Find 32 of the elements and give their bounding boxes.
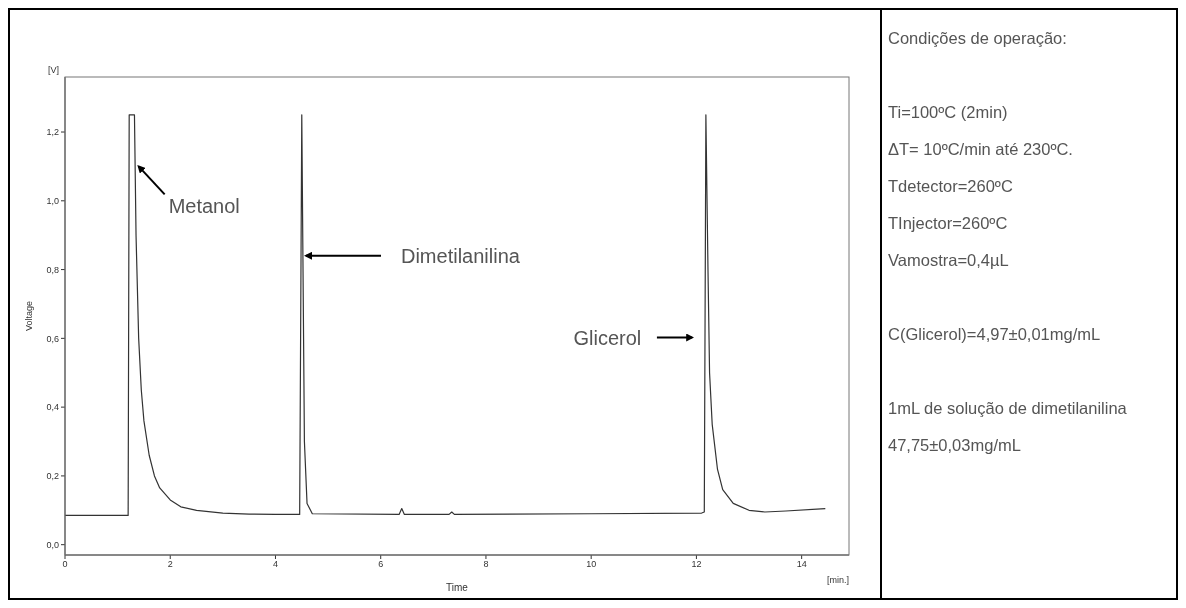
text: [V]: [47, 65, 59, 75]
y-tick-label: 1,2: [46, 127, 59, 138]
x-tick-label: 6: [378, 559, 384, 570]
x-tick-label: 14: [796, 559, 807, 570]
x-tick-label: 0: [62, 559, 68, 570]
text: ΔT= 10ºC/min até 230ºC.: [888, 139, 1074, 160]
y-tick-label: 0,2: [46, 471, 59, 482]
x-tick-label: 8: [483, 559, 489, 570]
text: Tdetector=260ºC: [888, 176, 1014, 197]
annotation: Glicerol: [573, 326, 642, 349]
text: 1mL de solução de dimetilanilina: [888, 398, 1128, 419]
y-tick-label: 0,8: [46, 264, 59, 275]
y-tick-label: 0,4: [46, 402, 59, 413]
x-tick-label: 10: [586, 559, 597, 570]
text: Vamostra=0,4µL: [888, 250, 1010, 271]
y-tick-label: 1,0: [46, 195, 59, 206]
text: C(Glicerol)=4,97±0,01mg/mL: [888, 324, 1102, 345]
text: [min.]: [826, 575, 849, 585]
x-tick-label: 12: [691, 559, 702, 570]
text: 47,75±0,03mg/mL: [888, 435, 1022, 456]
y-tick-label: 0,6: [46, 333, 59, 344]
text: TInjector=260ºC: [888, 213, 1009, 234]
x-axis-title: Time: [446, 582, 469, 593]
annotation: Metanol: [168, 195, 240, 218]
y-axis-title: Voltage: [24, 300, 35, 332]
text: Ti=100ºC (2min): [888, 102, 1009, 123]
annotation: Dimetilanilina: [400, 244, 521, 267]
x-tick-label: 2: [167, 559, 173, 570]
y-tick-label: 0,0: [46, 539, 59, 550]
x-tick-label: 4: [272, 559, 278, 570]
text: Condições de operação:: [888, 28, 1068, 49]
line-series: [65, 114, 826, 517]
